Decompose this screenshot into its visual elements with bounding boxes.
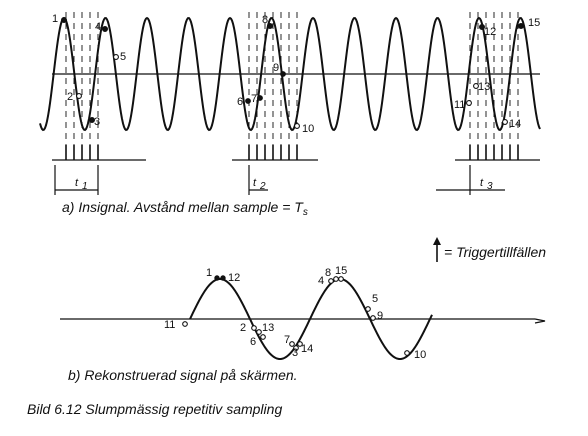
bottom-label-11: 11 (164, 319, 175, 331)
recon-axis-arrow-icon (534, 318, 546, 324)
sample-lines-group-3 (469, 12, 519, 160)
caption-a-sub: s (303, 207, 308, 218)
bottom-label-14: 14 (301, 343, 313, 355)
caption-b: b) Rekonstruerad signal på skärmen. (68, 367, 298, 383)
interval-t2: t 2 (248, 165, 268, 195)
top-label-7: 7 (251, 93, 257, 105)
interval-t3: t 3 (436, 165, 505, 195)
top-label-6: 6 (237, 96, 243, 108)
bottom-label-12: 12 (228, 272, 240, 284)
t1-sub: 1 (82, 181, 88, 192)
caption-a-text: a) Insignal. Avstånd mellan sample = T (62, 199, 304, 215)
top-point-11 (466, 100, 472, 106)
bottom-point-labels: 1 12 2 13 6 7 3 14 4 8 15 5 9 10 11 (164, 265, 426, 361)
top-label-3: 3 (94, 116, 100, 128)
bottom-label-3: 3 (292, 347, 298, 359)
top-label-14: 14 (509, 118, 521, 130)
top-point-1 (61, 17, 67, 23)
top-point-labels: 1 2 3 4 5 6 7 8 9 10 11 12 13 14 15 (52, 13, 540, 135)
bottom-label-5: 5 (372, 293, 378, 305)
top-point-14 (502, 119, 508, 125)
top-sample-points (61, 17, 524, 129)
top-point-5 (113, 54, 119, 60)
trigger-arrow-icon (433, 237, 441, 245)
top-label-10: 10 (302, 123, 314, 135)
top-label-12: 12 (484, 26, 496, 38)
top-label-5: 5 (120, 51, 126, 63)
top-point-12 (479, 24, 485, 30)
t1-label: t (75, 177, 79, 189)
top-point-6 (245, 98, 251, 104)
trigger-group-3 (455, 145, 540, 161)
bottom-label-10: 10 (414, 349, 426, 361)
input-signal-wave (39, 16, 541, 132)
bottom-label-13: 13 (262, 322, 274, 334)
sample-lines-group-2 (248, 12, 298, 160)
top-point-3 (89, 117, 95, 123)
top-label-2: 2 (67, 91, 73, 103)
trigger-legend: = Triggertillfällen (433, 237, 546, 262)
interval-t1: t 1 (54, 165, 99, 195)
top-point-2 (76, 93, 82, 99)
bottom-label-9: 9 (377, 310, 383, 322)
top-point-13 (473, 83, 479, 89)
figure-caption: Bild 6.12 Slumpmässig repetitiv sampling (27, 401, 282, 417)
top-label-15: 15 (528, 17, 540, 29)
reconstructed-signal-wave (189, 277, 433, 361)
trigger-group-1 (52, 145, 146, 161)
t3-sub: 3 (487, 181, 493, 192)
top-label-13: 13 (478, 81, 490, 93)
top-label-1: 1 (52, 13, 58, 25)
top-point-7 (257, 95, 263, 101)
t3-label: t (480, 177, 484, 189)
top-point-10 (294, 123, 300, 129)
bottom-label-15: 15 (335, 265, 347, 277)
trigger-group-2 (232, 145, 318, 161)
sample-lines-group-1 (65, 12, 99, 160)
bottom-label-1: 1 (206, 267, 212, 279)
top-point-8 (267, 23, 273, 29)
bottom-label-6: 6 (250, 336, 256, 348)
top-point-4 (102, 26, 108, 32)
top-label-8: 8 (262, 14, 268, 26)
top-point-15 (518, 23, 524, 29)
caption-a: a) Insignal. Avstånd mellan sample = Ts (62, 199, 308, 218)
top-label-4: 4 (95, 21, 101, 33)
top-label-9: 9 (273, 62, 279, 74)
top-label-11: 11 (454, 99, 465, 111)
t2-sub: 2 (259, 181, 266, 192)
trigger-legend-label: = Triggertillfällen (444, 244, 546, 260)
bottom-sample-points (182, 275, 410, 356)
bottom-label-2: 2 (240, 322, 246, 334)
top-point-9 (280, 71, 286, 77)
bottom-label-7: 7 (284, 334, 290, 346)
bottom-label-4: 4 (318, 275, 324, 287)
bottom-label-8: 8 (325, 267, 331, 279)
t2-label: t (253, 177, 257, 189)
